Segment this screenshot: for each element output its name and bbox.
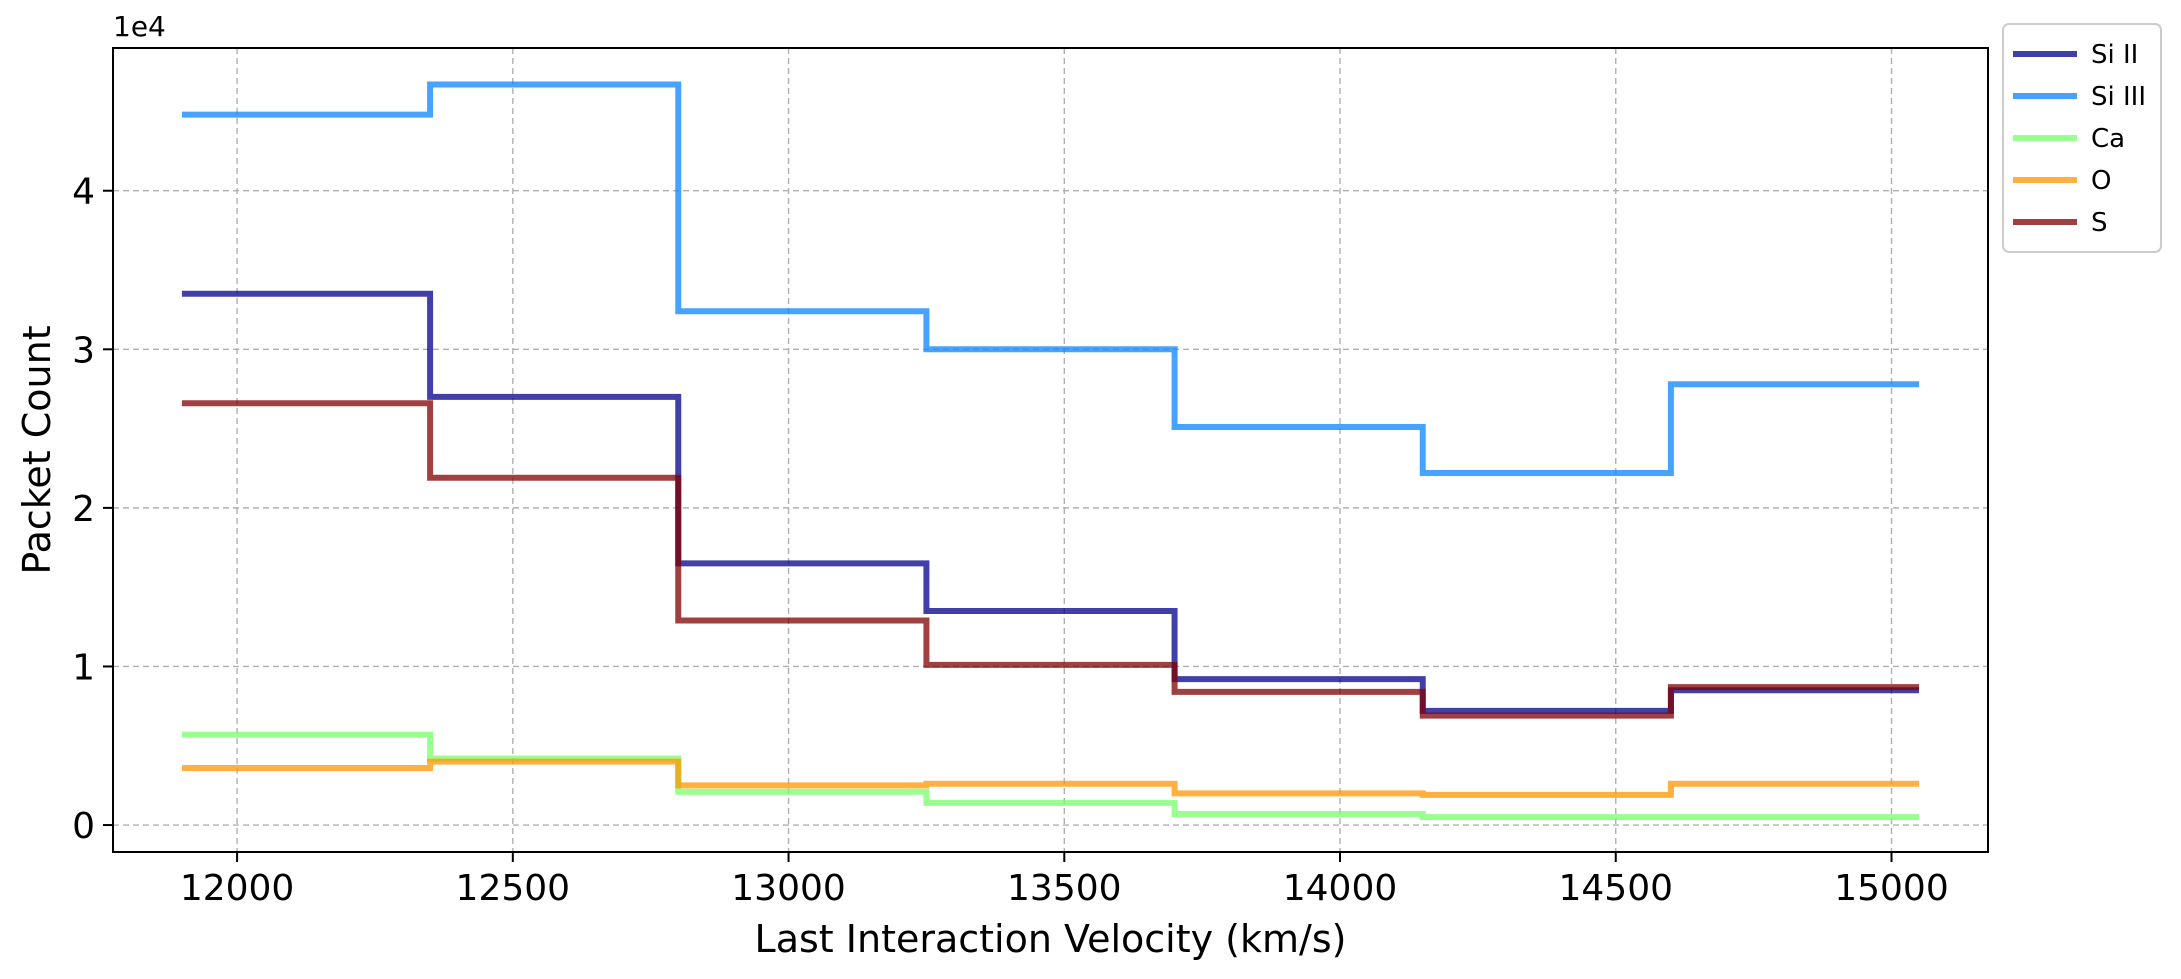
series-line-si-ii [181,290,1920,714]
legend-label-s: S [2091,208,2108,238]
x-tick-label: 13500 [1007,868,1122,909]
x-axis-title: Last Interaction Velocity (km/s) [755,917,1347,961]
plot-series [181,81,1920,821]
plot-frame [112,47,1989,853]
legend: Si II Si III Ca OS [2002,23,2162,253]
legend-label-ca: Ca [2091,124,2125,154]
x-tick-label: 14500 [1558,868,1673,909]
y-tick-label: 4 [72,172,95,213]
x-tick-label: 12500 [456,868,571,909]
series-line-ca [181,731,1920,821]
legend-box [2002,23,2162,253]
y-tick-label: 0 [72,806,95,847]
x-axis-ticks: 12000 12500 13000 13500 14000 14500 15000 [180,852,1949,909]
legend-label-si-iii: Si III [2091,82,2146,112]
y-tick-label: 1 [72,647,95,688]
series-line-s [181,400,1920,719]
y-tick-label: 2 [72,489,95,530]
y-axis-offset-label: 1e4 [113,10,166,43]
grid [113,48,1988,852]
y-axis-ticks: 0 1 2 3 4 [72,172,113,847]
x-tick-label: 15000 [1834,868,1949,909]
y-tick-label: 3 [72,330,95,371]
x-tick-label: 13000 [731,868,846,909]
series-line-o [181,758,1920,798]
series-line-si-iii [181,81,1920,476]
legend-label-o: O [2091,166,2111,196]
y-axis-title: Packet Count [15,325,59,574]
legend-label-si-ii: Si II [2091,40,2138,70]
x-tick-label: 14000 [1283,868,1398,909]
x-tick-label: 12000 [180,868,295,909]
